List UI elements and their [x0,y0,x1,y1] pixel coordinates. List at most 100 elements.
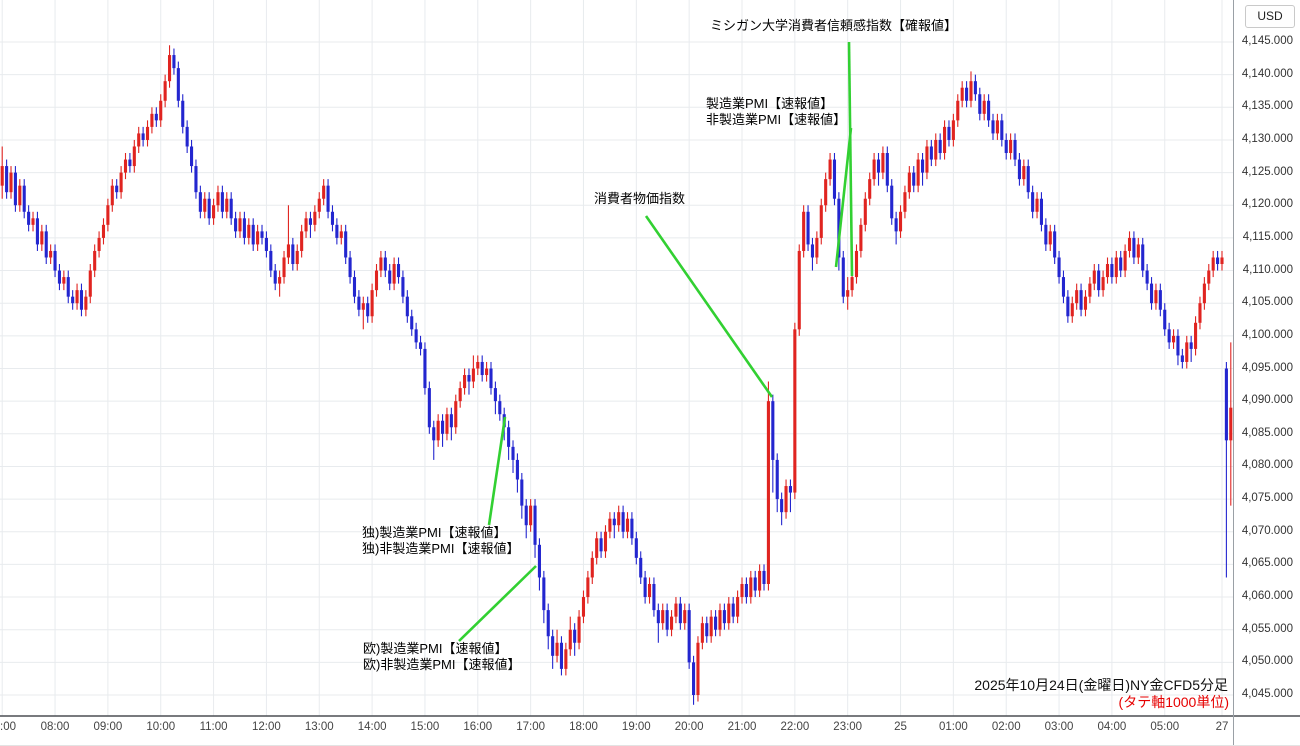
candle-body-up [212,205,216,219]
candle-body-down [185,126,189,147]
candle-body-up [97,237,101,251]
candle-body-down [1119,257,1123,271]
candle-body-down [410,316,414,330]
candle-body-up [555,642,559,656]
candle-body-down [53,250,57,271]
candle-body-down [965,87,969,101]
event-pointer-line [487,416,507,526]
candle-body-up [18,185,22,206]
candle-body-up [529,505,533,526]
candle-body-up [322,185,326,199]
candle-body-down [1224,368,1228,441]
candle-body-down [546,610,550,637]
candle-body-down [405,296,409,317]
candle-body-down [1053,231,1057,258]
price-tick-label: 4,135.000 [1241,100,1293,113]
candle-body-up [903,192,907,212]
candle-body-up [1101,277,1105,291]
candle-body-down [1031,192,1035,212]
price-tick-label: 4,060.000 [1241,590,1293,603]
candle-body-down [194,166,198,193]
candle-body-down [335,224,339,238]
candle-body-down [520,479,524,506]
candle-body-up [568,629,572,650]
candle-body-up [313,211,317,225]
candle-body-down [44,231,48,258]
candle-body-up [683,610,687,624]
candle-body-up [106,205,110,225]
candle-body-down [1000,120,1004,140]
candle-body-up [854,250,859,278]
candle-body-up [1083,296,1088,310]
candle-body-down [366,303,370,317]
candle-body-up [850,277,854,291]
candle-body-up [1127,237,1132,251]
candle-body-up [969,81,973,101]
candle-body-down [551,636,555,656]
candle-body-down [291,244,295,265]
time-tick-label: 13:00 [304,721,334,733]
candle-body-down [1110,264,1114,278]
candle-body-down [1158,290,1162,310]
candle-body-down [176,68,180,101]
candle-body-down [832,159,837,199]
candle-body-down [1163,309,1167,330]
candle-body-down [573,629,577,643]
candle-body-down [1044,224,1048,245]
candle-body-down [388,270,392,284]
candle-body-down [731,603,735,617]
candle-body-up [361,303,365,310]
candle-body-down [507,427,511,447]
candle-body-down [57,270,61,284]
event-pointer-line [834,127,853,268]
candle-body-down [1004,139,1008,154]
price-tick-label: 4,055.000 [1241,622,1293,635]
candle-body-down [22,185,26,212]
candle-body-down [467,375,471,382]
price-tick-label: 4,120.000 [1241,198,1293,211]
candle-body-down [13,172,17,206]
time-tick-label: 15:00 [410,721,440,733]
event-annotation-label: 独)製造業PMI【速報値】 [362,525,507,540]
candle-body-up [476,361,480,369]
candle-body-up [1229,407,1233,441]
candle-body-up [454,401,458,428]
candle-body-up [458,388,462,402]
candle-body-down [837,198,841,258]
time-tick-label: 18:00 [569,721,598,733]
candle-body-down [599,538,603,552]
candle-body-up [0,166,4,186]
chart-footer-title: 2025年10月24日(金曜日)NY金CFD5分足 [974,677,1228,693]
candle-body-up [700,623,704,643]
candle-body-down [559,642,564,669]
candle-body-down [198,192,202,212]
candle-body-up [1009,139,1013,154]
candle-body-up [84,296,88,310]
candle-body-up [40,231,44,245]
candle-body-down [714,616,718,630]
candle-body-down [418,342,423,349]
candle-body-up [943,126,947,154]
candle-body-down [652,583,656,611]
candle-body-up [370,290,374,317]
candle-body-down [5,166,9,193]
candle-body-up [304,218,308,232]
price-tick-label: 4,140.000 [1241,67,1293,80]
price-tick-label: 4,085.000 [1241,426,1293,439]
candle-body-down [207,198,211,219]
candle-body-up [709,616,713,637]
candle-body-down [498,401,502,415]
event-annotation-label: 欧)非製造業PMI【速報値】 [363,657,521,672]
candle-body-down [441,420,445,434]
candle-body-down [806,211,810,245]
price-tick-label: 4,075.000 [1241,492,1293,505]
candle-body-up [1202,283,1206,304]
candle-body-up [766,401,770,584]
candle-body-up [238,218,242,232]
candle-body-down [947,126,951,140]
candle-body-up [749,577,753,598]
candle-body-up [718,610,722,630]
event-annotation-label: 非製造業PMI【速報値】 [706,112,847,127]
